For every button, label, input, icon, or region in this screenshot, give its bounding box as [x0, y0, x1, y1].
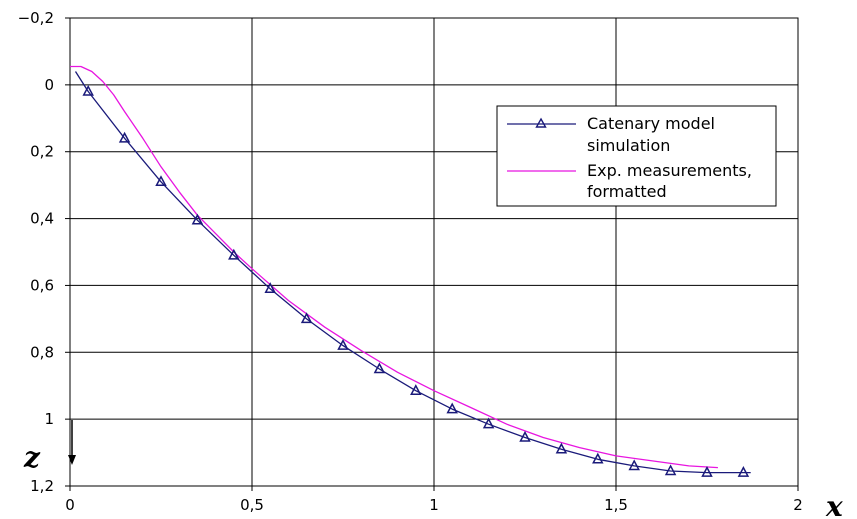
y-tick-label: 1	[44, 410, 54, 428]
data-point-series-1	[555, 442, 568, 454]
y-tick-label: 1,2	[30, 477, 54, 495]
data-point-series-1	[737, 466, 750, 477]
data-point-series-1	[191, 213, 204, 225]
y-axis-label: z	[23, 441, 41, 474]
legend-entry-series-2: Exp. measurements, formatted	[507, 161, 752, 201]
x-tick-label: 2	[793, 496, 803, 514]
x-axis-label: x	[825, 490, 843, 519]
y-tick-label: 0,4	[30, 210, 54, 228]
y-tick-label: 0,6	[30, 276, 54, 294]
data-point-series-1	[446, 402, 458, 414]
legend-label-series-1-line-1: Catenary model	[587, 114, 715, 133]
data-point-series-1	[664, 464, 677, 476]
data-point-series-1	[519, 430, 531, 442]
x-tick-label: 0	[65, 496, 75, 514]
y-tick-label: 0,2	[30, 143, 54, 161]
data-point-series-1	[118, 131, 131, 143]
data-point-series-1	[155, 175, 167, 187]
data-point-series-1	[300, 312, 313, 324]
series-layer	[70, 65, 751, 477]
legend: Catenary model simulation Exp. measureme…	[496, 105, 777, 207]
legend-marker-series-1	[535, 117, 547, 128]
data-point-series-1	[82, 84, 94, 96]
x-tick-label: 1,5	[604, 496, 628, 514]
x-tick-label: 0,5	[240, 496, 264, 514]
x-tick-label: 1	[429, 496, 439, 514]
data-point-series-1	[701, 466, 713, 477]
x-tick-labels: 0 0,5 1 1,5 2	[65, 496, 803, 514]
data-point-series-1	[373, 362, 386, 374]
data-point-series-1	[264, 282, 276, 294]
grid	[65, 17, 799, 491]
z-axis-arrow	[68, 420, 76, 465]
data-point-series-1	[482, 417, 495, 429]
y-tick-label: 0,8	[30, 343, 54, 361]
legend-label-series-2-line-1: Exp. measurements,	[587, 161, 752, 180]
data-point-series-1	[337, 338, 349, 350]
data-point-series-1	[410, 384, 422, 395]
series-line-1	[74, 71, 751, 474]
data-point-series-1	[628, 459, 640, 471]
y-tick-label: −0,2	[18, 9, 54, 27]
y-tick-label: 0	[44, 76, 54, 94]
legend-label-series-1-line-2: simulation	[587, 136, 670, 155]
data-point-series-1	[228, 248, 240, 260]
y-tick-labels: −0,2 0 0,2 0,4 0,6 0,8 1 1,2	[18, 9, 54, 495]
legend-entry-series-1: Catenary model simulation	[507, 114, 715, 155]
data-point-series-1	[592, 452, 604, 464]
legend-label-series-2-line-2: formatted	[587, 182, 667, 201]
